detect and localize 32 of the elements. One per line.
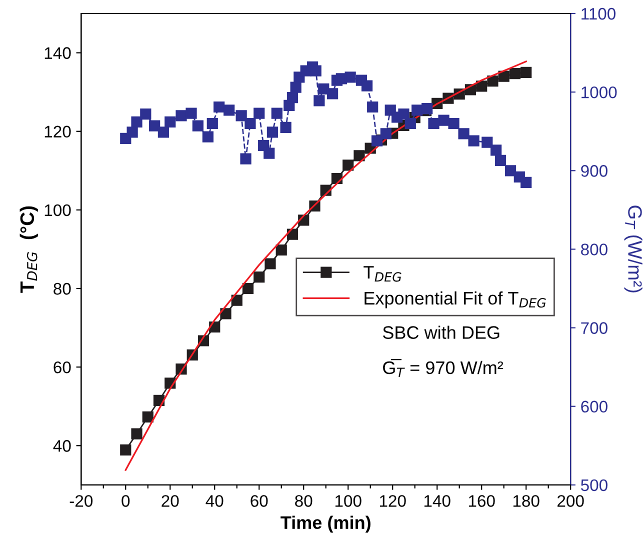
y-tick-label: 40 [53, 440, 71, 452]
y2-tick-label: 1100 [582, 8, 616, 20]
x-tick-label: 200 [558, 495, 584, 507]
y2-tick-label: 1000 [582, 86, 617, 98]
y-tick-label: 100 [44, 204, 71, 216]
annotation: SBC with DEG [382, 326, 500, 339]
y-tick-label: 140 [44, 47, 71, 59]
x-tick-label: 180 [513, 495, 540, 507]
y-tick-label: 80 [54, 282, 71, 295]
y2-tick-label: 700 [581, 322, 608, 334]
y-tick-label: 60 [54, 361, 71, 374]
x-tick-label: 100 [335, 495, 362, 507]
x-axis-title: Time (min) [280, 516, 370, 533]
y2-tick-label: 900 [581, 165, 608, 177]
y-tick-label: 120 [44, 126, 71, 138]
annotation: G̅$_{T}$ = 970 W/m² [383, 358, 504, 377]
y2-tick-label: 600 [581, 400, 608, 413]
y2-axis-title: G$_{T}$ (W/m²) [624, 206, 642, 292]
x-tick-label: 40 [206, 495, 224, 507]
x-tick-label: 60 [250, 495, 268, 507]
x-tick-label: 20 [162, 495, 179, 507]
legend-label: T$_{DEG}$ [364, 266, 402, 282]
y2-tick-label: 500 [580, 479, 608, 492]
x-tick-label: -20 [70, 495, 93, 507]
y2-tick-label: 800 [581, 244, 608, 256]
y-axis-title: T$_{DEG}$ (°C) [20, 206, 38, 293]
x-tick-label: 140 [424, 495, 450, 507]
x-tick-label: 120 [380, 495, 406, 507]
x-tick-label: 160 [468, 495, 495, 507]
x-tick-label: 0 [122, 495, 130, 507]
x-tick-label: 80 [295, 495, 312, 507]
legend-label: Exponential Fit of T$_{DEG}$ [364, 291, 546, 308]
